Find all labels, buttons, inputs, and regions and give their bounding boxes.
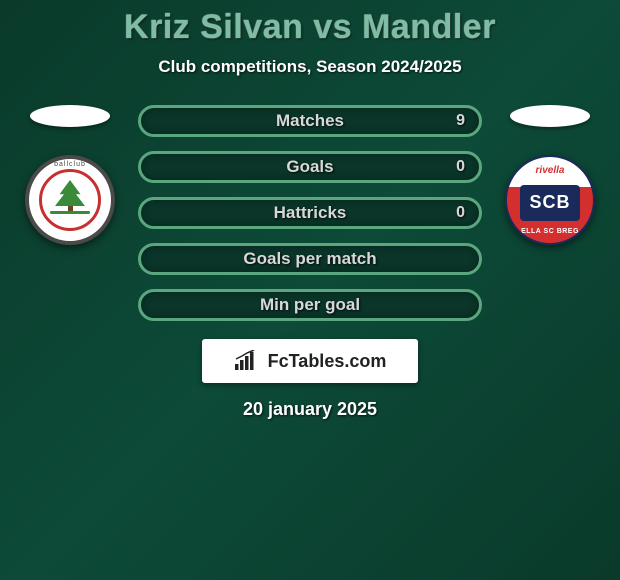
right-player-col: rivella SCB ELLA SC BREG: [500, 105, 600, 245]
stat-label: Goals per match: [243, 249, 376, 269]
left-player-col: ballclub FC-Dornbirn: [20, 105, 120, 245]
ground-icon: [50, 211, 90, 214]
stat-row-hattricks: Hattricks 0: [138, 197, 482, 229]
right-badge-bot-text: ELLA SC BREG: [507, 228, 593, 235]
stat-label: Hattricks: [274, 203, 347, 223]
right-badge-mid-text: SCB: [520, 185, 580, 221]
stat-label: Min per goal: [260, 295, 360, 315]
main-row: ballclub FC-Dornbirn Matches 9 Goals 0: [0, 105, 620, 321]
stat-right-value: 0: [456, 204, 465, 222]
stat-right-value: 0: [456, 158, 465, 176]
brand-text: FcTables.com: [268, 351, 387, 372]
right-badge-top-text: rivella: [507, 165, 593, 176]
brand-badge: FcTables.com: [202, 339, 418, 383]
infographic-container: Kriz Silvan vs Mandler Club competitions…: [0, 0, 620, 420]
stat-row-min-per-goal: Min per goal: [138, 289, 482, 321]
left-club-badge: ballclub FC-Dornbirn: [25, 155, 115, 245]
tree-icon: [55, 180, 85, 206]
stat-row-matches: Matches 9: [138, 105, 482, 137]
page-title: Kriz Silvan vs Mandler: [0, 8, 620, 47]
left-badge-ring-text: ballclub: [54, 161, 86, 168]
subtitle: Club competitions, Season 2024/2025: [0, 57, 620, 77]
stat-row-goals: Goals 0: [138, 151, 482, 183]
stats-column: Matches 9 Goals 0 Hattricks 0 Goals per …: [138, 105, 482, 321]
right-flag-icon: [510, 105, 590, 127]
stat-row-goals-per-match: Goals per match: [138, 243, 482, 275]
stat-label: Matches: [276, 111, 344, 131]
date-text: 20 january 2025: [0, 399, 620, 420]
right-club-badge: rivella SCB ELLA SC BREG: [505, 155, 595, 245]
stat-label: Goals: [286, 157, 333, 177]
left-flag-icon: [30, 105, 110, 127]
left-badge-inner: [39, 169, 101, 231]
bar-chart-icon: [234, 350, 260, 372]
stat-right-value: 9: [456, 112, 465, 130]
